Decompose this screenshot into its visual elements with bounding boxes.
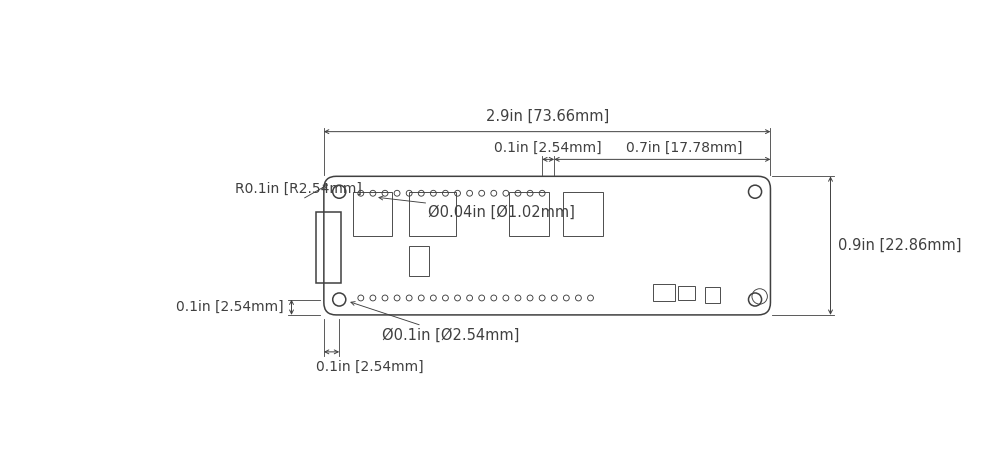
Bar (653, 284, 675, 301)
Bar (678, 286, 695, 299)
Text: 0.1in [2.54mm]: 0.1in [2.54mm] (494, 141, 602, 155)
Text: 0.1in [2.54mm]: 0.1in [2.54mm] (316, 360, 424, 374)
Text: Ø0.04in [Ø1.02mm]: Ø0.04in [Ø1.02mm] (379, 196, 575, 220)
Text: 2.9in [73.66mm]: 2.9in [73.66mm] (486, 109, 609, 124)
Text: 0.9in [22.86mm]: 0.9in [22.86mm] (838, 238, 962, 253)
Text: 0.7in [17.78mm]: 0.7in [17.78mm] (626, 141, 742, 155)
Bar (705, 287, 720, 303)
Bar (509, 192, 549, 236)
Text: R0.1in [R2.54mm]: R0.1in [R2.54mm] (235, 182, 362, 196)
Bar (409, 246, 429, 277)
Bar (409, 192, 456, 236)
Bar (353, 192, 392, 236)
Text: Ø0.1in [Ø2.54mm]: Ø0.1in [Ø2.54mm] (351, 302, 519, 343)
Text: 0.1in [2.54mm]: 0.1in [2.54mm] (176, 300, 284, 314)
Bar (316, 212, 341, 282)
Bar (563, 192, 603, 236)
